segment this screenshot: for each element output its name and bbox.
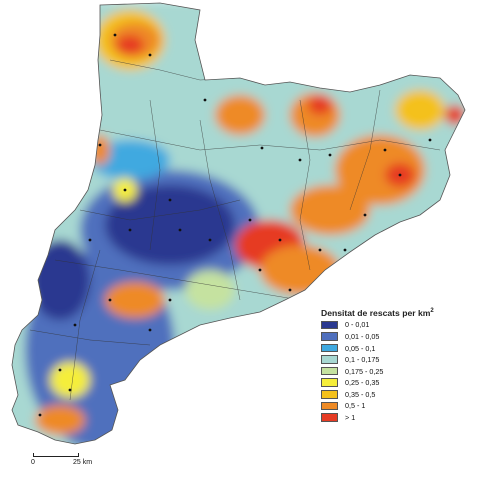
legend-label: 0,25 - 0,35	[345, 378, 380, 388]
administrative-boundaries	[29, 59, 441, 401]
legend-item: 0,05 - 0,1	[321, 342, 481, 353]
scale-bar-line	[33, 453, 79, 457]
legend-title: Densitat de rescats per km2	[321, 307, 434, 318]
scale-bar: 0 25 km	[31, 453, 103, 473]
legend-swatch	[321, 378, 338, 387]
municipal-capitals	[38, 33, 432, 417]
legend-item: 0 - 0,01	[321, 319, 481, 330]
legend-label: 0,1 - 0,175	[345, 355, 380, 365]
legend-item: 0,25 - 0,35	[321, 377, 481, 388]
legend-label: > 1	[345, 412, 356, 422]
legend-item: 0,35 - 0,5	[321, 389, 481, 400]
legend-swatch	[321, 390, 338, 399]
legend-swatch	[321, 343, 338, 353]
legend-label: 0,05 - 0,1	[345, 343, 376, 353]
scale-end-label: 25 km	[73, 459, 93, 466]
legend-item: > 1	[321, 412, 481, 423]
legend-item: 0,5 - 1	[321, 400, 481, 411]
legend-item: 0,1 - 0,175	[321, 354, 481, 365]
legend-swatch	[321, 413, 338, 422]
legend-items: 0 - 0,01 0,01 - 0,05 0,05 - 0,1 0,1 - 0,175…	[321, 319, 481, 423]
legend-item: 0,01 - 0,05	[321, 331, 481, 342]
catalonia-outline	[11, 2, 466, 445]
legend-title-superscript: 2	[430, 308, 434, 314]
legend-label: 0,01 - 0,05	[345, 331, 380, 341]
legend-item: 0,175 - 0,25	[321, 366, 481, 377]
legend-label: 0,5 - 1	[345, 401, 366, 411]
legend-label: 0,175 - 0,25	[345, 366, 384, 376]
legend-swatch	[321, 401, 338, 411]
legend-swatch	[321, 320, 338, 330]
legend-swatch	[321, 366, 338, 376]
legend-label: 0,35 - 0,5	[345, 389, 376, 399]
map-legend: Densitat de rescats per km2 0 - 0,01 0,01…	[321, 305, 481, 423]
legend-swatch	[321, 332, 338, 341]
scale-start-label: 0	[31, 459, 35, 466]
legend-label: 0 - 0,01	[345, 320, 370, 330]
legend-swatch	[321, 355, 338, 364]
